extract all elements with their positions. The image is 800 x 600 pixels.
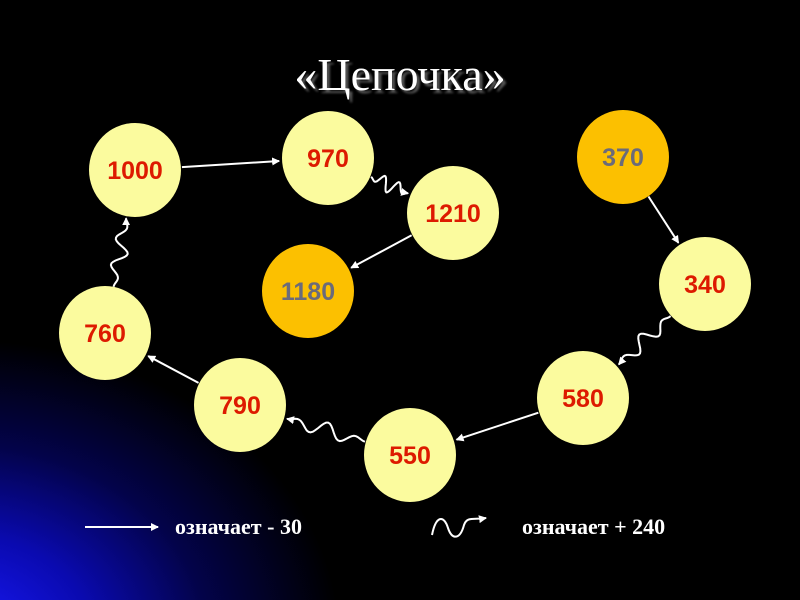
edge-straight-n790-n760 [147, 355, 199, 384]
node-circle [659, 237, 751, 331]
edge-straight-n1000-n970 [181, 157, 281, 169]
node-1000: 1000 [89, 123, 181, 217]
node-value: 1180 [281, 278, 335, 306]
node-value: 760 [84, 320, 126, 348]
edge-wavy-n550-n790 [286, 416, 366, 443]
node-340: 340 [659, 237, 751, 331]
edge-straight-n1210-n1180 [350, 234, 413, 269]
node-790: 790 [194, 358, 286, 452]
node-970: 970 [282, 111, 374, 205]
legend-wavy-label: означает + 240 [522, 514, 666, 539]
slide-title: «Цепочка» [294, 49, 506, 100]
node-circle [194, 358, 286, 452]
node-value: 550 [389, 442, 431, 470]
node-circle [89, 123, 181, 217]
node-370: 370 [577, 110, 669, 204]
node-value: 370 [602, 144, 644, 172]
edge-straight-n580-n550 [455, 411, 539, 442]
node-value: 790 [219, 392, 261, 420]
edge-wavy-n760-n1000 [109, 217, 131, 288]
node-circle [537, 351, 629, 445]
node-circle [577, 110, 669, 204]
node-circle [59, 286, 151, 380]
node-value: 580 [562, 385, 604, 413]
node-550: 550 [364, 408, 456, 502]
node-circle [262, 244, 354, 338]
node-580: 580 [537, 351, 629, 445]
node-1180: 1180 [262, 244, 354, 338]
node-circle [282, 111, 374, 205]
node-value: 1210 [425, 200, 481, 228]
legend-straight-label: означает - 30 [175, 514, 302, 539]
edge-wavy-n340-n580 [618, 315, 672, 366]
legend-wavy-arrow-icon [431, 515, 487, 538]
node-value: 970 [307, 145, 349, 173]
node-value: 1000 [107, 157, 163, 185]
node-circle [364, 408, 456, 502]
node-circle [407, 166, 499, 260]
edge-straight-n370-n340 [647, 195, 680, 244]
node-1210: 1210 [407, 166, 499, 260]
node-760: 760 [59, 286, 151, 380]
edge-wavy-n970-n1210 [370, 174, 410, 196]
node-value: 340 [684, 271, 726, 299]
